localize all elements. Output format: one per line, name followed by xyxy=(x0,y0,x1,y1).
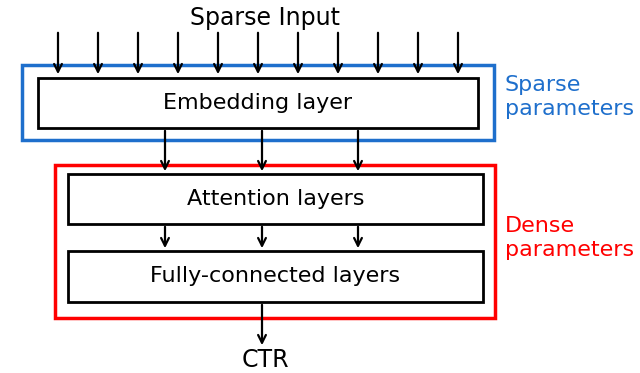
FancyBboxPatch shape xyxy=(68,174,483,224)
Text: CTR: CTR xyxy=(241,348,289,372)
FancyBboxPatch shape xyxy=(38,78,478,128)
Text: Sparse
parameters: Sparse parameters xyxy=(505,75,634,119)
Text: Embedding layer: Embedding layer xyxy=(163,93,353,113)
Text: Fully-connected layers: Fully-connected layers xyxy=(150,266,401,286)
FancyBboxPatch shape xyxy=(68,251,483,302)
Text: Attention layers: Attention layers xyxy=(187,189,364,209)
Text: Sparse Input: Sparse Input xyxy=(190,6,340,30)
Text: Dense
parameters: Dense parameters xyxy=(505,216,634,260)
